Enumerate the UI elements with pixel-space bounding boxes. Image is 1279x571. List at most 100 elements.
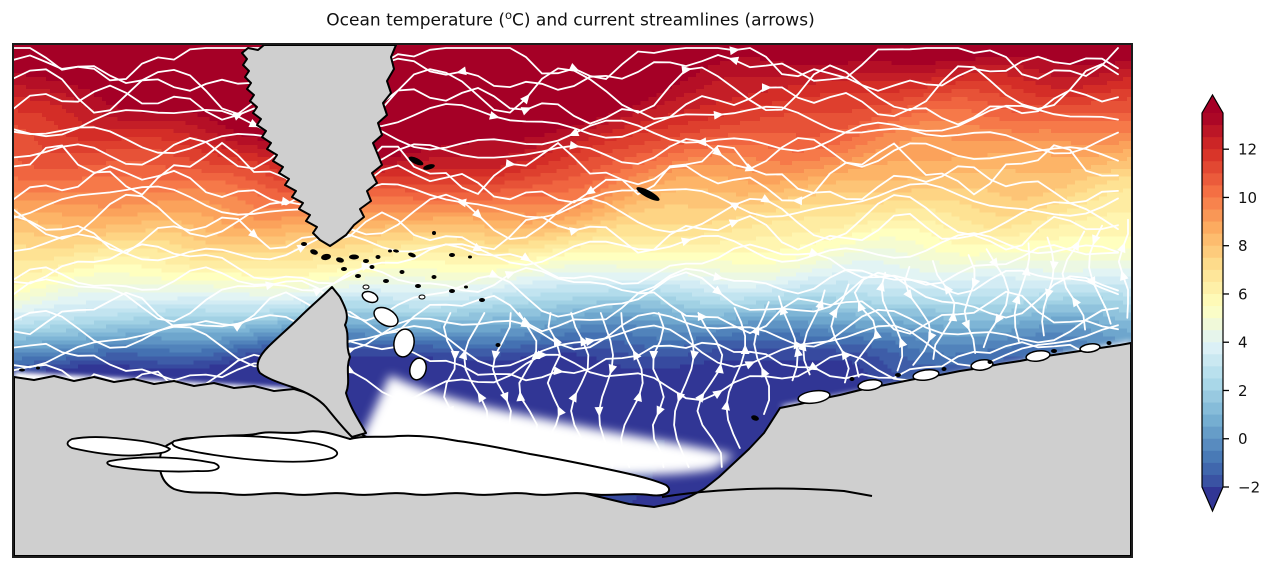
coast-islet [849, 377, 855, 381]
colorbar-step [1202, 161, 1223, 174]
streamline-arrow [500, 391, 509, 403]
colorbar-tick-label: 10 [1238, 189, 1257, 207]
streamline-arrow [928, 331, 937, 343]
streamline-arrow [761, 83, 772, 92]
streamline-arrow [680, 237, 692, 247]
ocean-islet [479, 298, 485, 302]
fuegian-islet [336, 257, 344, 263]
coast-islet [1051, 349, 1057, 353]
ice-shelf-edge-line [661, 487, 873, 498]
fuegian-islet [388, 249, 392, 253]
streamline-arrow [472, 242, 484, 252]
peninsula-islet [355, 274, 361, 278]
landmass-antarctica [14, 342, 1131, 556]
colorbar-tick-label: 4 [1238, 334, 1248, 352]
streamline-arrow [568, 391, 578, 403]
chart-title: Ocean temperature (oC) and current strea… [12, 8, 1129, 31]
streamline-arrow [690, 350, 700, 361]
colorbar-step [1202, 390, 1223, 404]
streamline-arrow [1070, 240, 1080, 252]
streamline [830, 283, 850, 384]
streamline [880, 271, 904, 372]
streamline-arrow [632, 349, 642, 361]
streamline-arrow [265, 281, 276, 291]
streamline-arrow [873, 328, 882, 340]
coast-ice-patch [857, 379, 883, 391]
streamline [14, 290, 1119, 336]
streamline [932, 260, 956, 360]
streamline-arrow [751, 324, 760, 336]
streamline-arrow [569, 227, 580, 236]
colorbar: 12 10 8 6 4 2 0 −2 [1201, 93, 1260, 513]
inland-ice-lagoon-a [171, 435, 338, 463]
streamline-arrow [568, 127, 580, 136]
streamline-arrow [520, 252, 531, 262]
streamline-arrow [808, 247, 820, 257]
colorbar-step [1202, 414, 1223, 428]
streamline-arrow [1011, 293, 1021, 305]
streamline-arrow [1092, 234, 1101, 246]
streamline-arrow [1087, 276, 1096, 288]
streamline-arrow [828, 307, 838, 319]
chart-title-suffix: C) and current streamlines (arrows) [512, 10, 815, 31]
colorbar-step [1202, 293, 1223, 307]
colorbar-step [1202, 450, 1223, 464]
colorbar-step [1202, 366, 1223, 380]
colorbar-step [1202, 245, 1223, 259]
streamline [753, 301, 771, 415]
peninsula-islet [408, 252, 416, 258]
streamline [14, 84, 1119, 126]
streamline-arrow [1021, 265, 1031, 277]
streamline [14, 164, 1119, 206]
peninsula-ice-patch [409, 357, 427, 381]
fuegian-islet [375, 255, 381, 259]
streamline-arrow [695, 392, 705, 403]
streamline [14, 211, 1119, 255]
streamline [14, 340, 1119, 382]
streamline-arrow [520, 93, 530, 105]
streamline [1041, 236, 1055, 337]
peninsula-islet [415, 284, 421, 288]
coast-islet [1106, 341, 1112, 345]
streamline-arrow [585, 185, 596, 195]
streamline-arrow [994, 313, 1004, 325]
colorbar-step [1202, 233, 1223, 247]
streamline-arrow [740, 344, 750, 355]
streamline-arrow [491, 350, 501, 361]
streamline-arrow [728, 56, 740, 66]
land-layer [14, 45, 1131, 556]
ocean-islet [464, 285, 468, 289]
streamline-arrow [633, 391, 642, 403]
streamline [903, 266, 932, 366]
peninsula-ice-patch [373, 306, 399, 328]
streamline-arrow [489, 111, 500, 120]
streamline-arrow [712, 285, 723, 296]
streamline-arrow [585, 337, 596, 347]
streamline-arrow [681, 65, 692, 75]
streamline [14, 271, 1119, 323]
fuegian-islet [363, 259, 369, 263]
streamline [14, 136, 1119, 170]
colorbar-step [1202, 462, 1223, 476]
streamline-arrow [1049, 260, 1059, 272]
streamline [14, 182, 1119, 219]
streamline [14, 63, 1119, 115]
peninsula-ice-patch [393, 328, 415, 358]
streamline [14, 119, 1119, 155]
streamline-arrow [712, 389, 724, 399]
streamline-arrow [1120, 270, 1129, 281]
peninsula-islet [393, 249, 399, 253]
streamline-arrow [458, 349, 468, 361]
streamline-arrow [744, 361, 756, 370]
chart-title-superscript: o [504, 8, 513, 22]
streamline-arrow [989, 257, 999, 269]
chart-title-prefix: Ocean temperature ( [326, 10, 505, 31]
peninsula-islet-white [418, 294, 426, 300]
streamline [1117, 218, 1129, 319]
landmass-antarctic-peninsula [256, 286, 367, 438]
streamline-arrow [728, 219, 740, 228]
streamline-arrow [676, 391, 686, 403]
coast-ice-patch [1079, 343, 1101, 353]
ocean-islet [468, 255, 472, 259]
streamline-arrow [516, 391, 526, 402]
